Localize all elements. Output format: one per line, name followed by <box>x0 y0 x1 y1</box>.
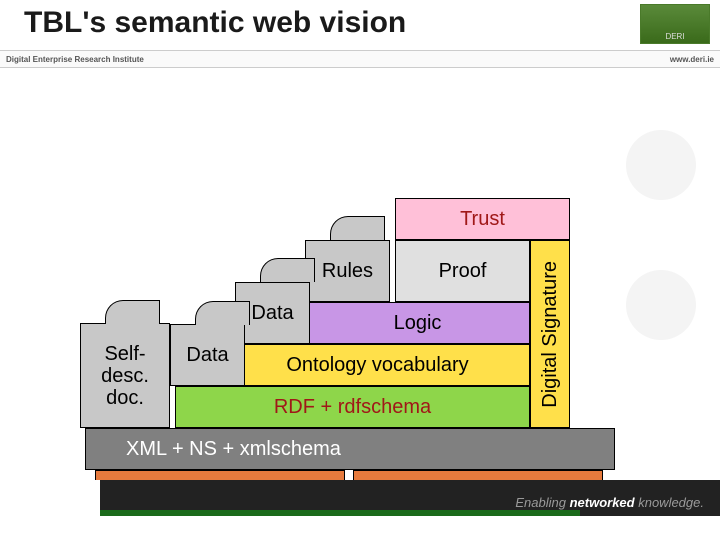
deri-logo: DERI <box>640 4 710 44</box>
layer-data-mid: Data <box>170 324 245 386</box>
layer-stack: Unicode URI XML + NS + xmlschema RDF + r… <box>85 92 635 512</box>
institute-label: Digital Enterprise Research Institute <box>6 55 144 64</box>
sub-header-bar: Digital Enterprise Research Institute ww… <box>0 50 720 68</box>
url-label: www.deri.ie <box>670 55 714 64</box>
decor-circle <box>626 130 696 200</box>
tab-data-top <box>260 258 315 282</box>
layer-rdf: RDF + rdfschema <box>175 386 530 428</box>
layer-trust: Trust <box>395 198 570 240</box>
layer-rules: Rules <box>305 240 390 302</box>
layer-self: Self-desc. doc. <box>80 323 170 428</box>
tab-data-mid <box>195 301 250 325</box>
layer-proof: Proof <box>395 240 530 302</box>
footer-tagline: Enabling networked knowledge. <box>515 495 704 510</box>
decor-circle <box>626 270 696 340</box>
layer-logic: Logic <box>305 302 530 344</box>
footer-accent <box>0 480 100 516</box>
tab-self <box>105 300 160 324</box>
page-title: TBL's semantic web vision <box>24 6 406 40</box>
layer-ontology: Ontology vocabulary <box>225 344 530 386</box>
layer-signature: Digital Signature <box>530 240 570 428</box>
tab-rules <box>330 216 385 240</box>
layer-xml: XML + NS + xmlschema <box>85 428 615 470</box>
footer-green-bar <box>100 510 580 516</box>
